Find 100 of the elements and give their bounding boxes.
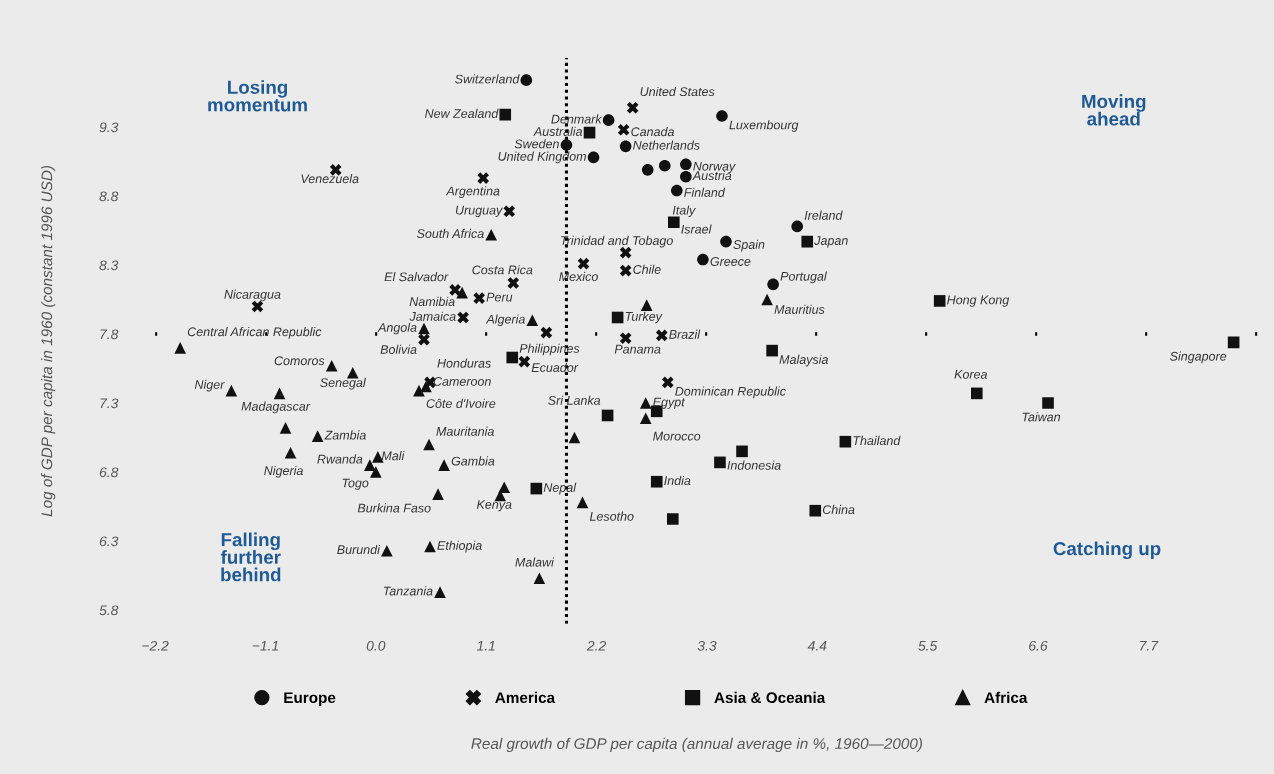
point bbox=[225, 384, 238, 397]
annotation: Losing momentum bbox=[208, 80, 307, 112]
annotation: Namibia bbox=[409, 296, 455, 306]
annotation: Switzerland bbox=[455, 74, 520, 84]
annotation: Panama bbox=[614, 344, 661, 354]
annotation: Rwanda bbox=[317, 454, 363, 464]
x-tick-label: 0.0 bbox=[366, 640, 386, 651]
point bbox=[716, 110, 728, 122]
y-axis-title: Log of GDP per capita in 1960 (constant 1996 USD) bbox=[41, 165, 56, 517]
annotation: Cameroon bbox=[433, 376, 491, 386]
point bbox=[639, 412, 652, 425]
annotation: South Africa bbox=[416, 228, 484, 239]
point bbox=[619, 264, 632, 277]
point bbox=[697, 253, 709, 266]
annotation: Costa Rica bbox=[472, 265, 533, 275]
point bbox=[583, 126, 596, 139]
annotation: Portugal bbox=[780, 271, 827, 284]
annotation: Indonesia bbox=[727, 460, 781, 470]
annotation: Sweden bbox=[514, 139, 559, 149]
annotation: Venezuela bbox=[301, 174, 359, 184]
annotation: Japan bbox=[814, 236, 848, 248]
annotation: Togo bbox=[342, 478, 369, 490]
y-tick-label: 7.3 bbox=[100, 398, 119, 409]
text: Real growth of GDP per capita (annual average in %, 1960—2000) bbox=[471, 737, 923, 753]
legend-label: Africa bbox=[984, 691, 1028, 704]
point bbox=[530, 482, 543, 495]
annotation: Trinidad and Tobago bbox=[561, 235, 673, 248]
x-tick-label: 5.5 bbox=[918, 641, 938, 651]
point bbox=[477, 172, 489, 184]
annotation: Gambia bbox=[451, 456, 495, 466]
point bbox=[639, 397, 652, 409]
annotation: Ecuador bbox=[531, 362, 579, 373]
x-tick-label: 6.6 bbox=[1029, 640, 1048, 651]
x-tick-label: 7.7 bbox=[1140, 641, 1159, 651]
point bbox=[933, 295, 946, 307]
point bbox=[485, 228, 498, 241]
annotation: Thailand bbox=[853, 435, 901, 446]
point bbox=[576, 496, 589, 509]
annotation: Angola bbox=[377, 322, 417, 335]
point bbox=[680, 170, 692, 183]
annotation: Finland bbox=[684, 187, 726, 197]
point bbox=[658, 159, 671, 172]
annotation: Lesotho bbox=[589, 511, 634, 521]
annotation: Jamaica bbox=[409, 311, 456, 321]
point bbox=[577, 257, 590, 270]
y-tick-label: 7.8 bbox=[100, 329, 119, 340]
annotation: Malawi bbox=[515, 557, 555, 567]
annotation: Taiwan bbox=[1022, 412, 1061, 422]
annotation: Sri Lanka bbox=[548, 395, 601, 405]
annotation: Burundi bbox=[337, 544, 381, 555]
point bbox=[602, 114, 615, 126]
annotation: Zambia bbox=[324, 430, 366, 440]
y-tick-label: 6.8 bbox=[99, 467, 119, 478]
annotation: Spain bbox=[733, 239, 765, 252]
annotation: Tanzania bbox=[383, 586, 433, 596]
annotation: Turkey bbox=[625, 311, 663, 324]
annotation: Niger bbox=[194, 379, 225, 392]
point bbox=[766, 344, 778, 357]
y-tick-label: 6.3 bbox=[99, 536, 119, 547]
point bbox=[640, 299, 653, 311]
annotation: Philippines bbox=[519, 343, 580, 356]
point bbox=[641, 164, 654, 176]
point bbox=[601, 409, 614, 422]
annotation: China bbox=[822, 504, 855, 515]
point bbox=[667, 216, 680, 229]
annotation: Netherlands bbox=[633, 140, 700, 150]
annotation: Nepal bbox=[543, 482, 577, 495]
point bbox=[671, 184, 683, 197]
legend-label: Europe bbox=[284, 692, 336, 707]
annotation: Ethiopia bbox=[437, 540, 482, 553]
point bbox=[381, 544, 393, 557]
annotation: Côte d'Ivoire bbox=[426, 398, 496, 408]
annotation: Hong Kong bbox=[947, 295, 1010, 307]
point bbox=[499, 108, 512, 121]
point bbox=[619, 140, 632, 153]
point bbox=[457, 311, 469, 324]
annotation: Dominican Republic bbox=[675, 386, 786, 399]
annotation: Uruguay bbox=[455, 205, 503, 218]
x-tick-label: −1.1 bbox=[252, 641, 279, 651]
point bbox=[839, 435, 852, 448]
point bbox=[520, 74, 533, 86]
point bbox=[284, 446, 297, 459]
point bbox=[1227, 336, 1240, 349]
point bbox=[279, 422, 292, 434]
annotation: Nicaragua bbox=[224, 289, 281, 302]
point bbox=[473, 292, 485, 304]
point bbox=[767, 278, 779, 291]
point bbox=[325, 359, 338, 372]
annotation: Burkina Faso bbox=[357, 503, 431, 513]
point bbox=[809, 504, 822, 517]
annotation: Australia bbox=[533, 126, 583, 136]
annotation: El Salvador bbox=[384, 272, 449, 282]
annotation: Moving ahead bbox=[1082, 94, 1146, 126]
point bbox=[438, 459, 450, 471]
point bbox=[1042, 397, 1054, 409]
annotation: United States bbox=[640, 86, 715, 97]
point bbox=[518, 355, 531, 368]
legend-label: Asia & Oceania bbox=[714, 691, 826, 704]
point bbox=[273, 387, 286, 400]
annotation: Mauritius bbox=[774, 304, 825, 314]
